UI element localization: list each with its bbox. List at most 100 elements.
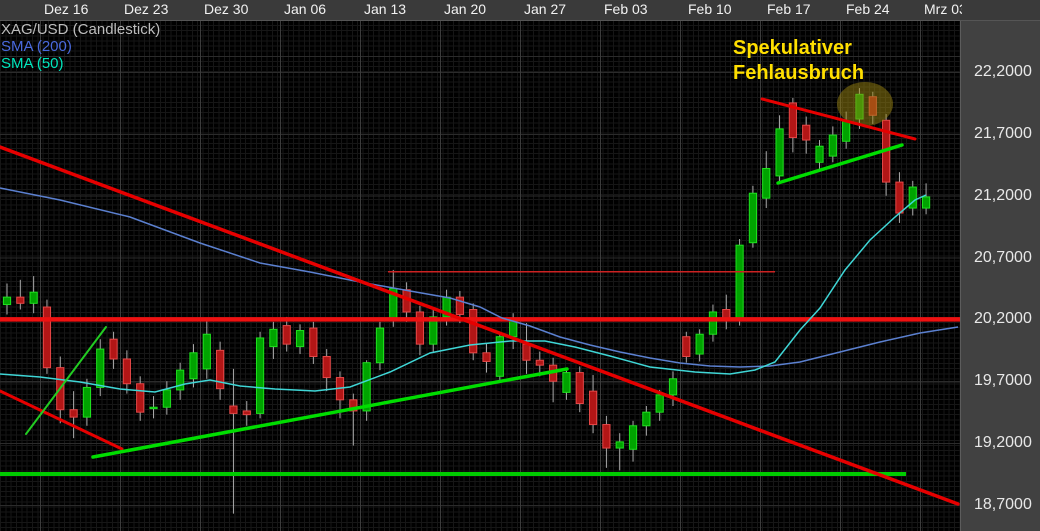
price-tick-label: 19,7000: [974, 372, 1032, 390]
candle-down: [229, 405, 238, 414]
candle-down: [895, 181, 904, 214]
candle-up: [775, 128, 784, 177]
candle-down: [682, 336, 691, 358]
legend-sma200: SMA (200): [1, 38, 72, 55]
candle-down: [322, 356, 331, 379]
candle-up: [189, 352, 198, 380]
candle-down: [415, 311, 425, 345]
date-tick-label: Jan 13: [364, 1, 407, 17]
sma-50-line: [0, 194, 927, 393]
candlestick-series: [2, 88, 931, 514]
candle-up: [495, 336, 504, 377]
date-tick-label: Mrz 03: [924, 1, 962, 17]
annotation-line2: Fehlausbruch: [733, 62, 865, 84]
candle-down: [802, 124, 811, 141]
candle-up: [655, 394, 664, 413]
candle-down: [535, 359, 544, 366]
date-axis[interactable]: Dez 16 Dez 23 Dez 30 Jan 06 Jan 13 Jan 20 Jan …: [0, 0, 1040, 21]
date-tick-label: Feb 17: [767, 1, 811, 17]
candle-up: [202, 333, 211, 370]
date-tick-label: Dez 30: [204, 1, 249, 17]
price-tick-label: 21,7000: [974, 124, 1032, 142]
candle-down: [16, 296, 25, 304]
candle-down: [42, 306, 52, 369]
candle-up: [642, 411, 651, 427]
candle-up: [908, 186, 917, 209]
candle-down: [549, 364, 558, 382]
date-axis-labels: Dez 16 Dez 23 Dez 30 Jan 06 Jan 13 Jan 20 Jan …: [0, 0, 962, 20]
candle-down: [335, 377, 345, 401]
candle-up: [2, 296, 12, 306]
candle-down: [56, 367, 65, 411]
candle-down: [482, 352, 491, 362]
candle-up: [668, 378, 678, 396]
trendline-steep-uptrend-left: [25, 326, 107, 435]
chart-canvas[interactable]: [0, 20, 960, 531]
sma-200-line: [0, 187, 959, 368]
candle-up: [149, 406, 158, 410]
candle-down: [349, 399, 358, 412]
candle-down: [522, 343, 531, 361]
candle-down: [309, 327, 318, 358]
candle-down: [136, 383, 145, 413]
trendline-wedge-resistance-top: [760, 97, 917, 141]
trendline-major-downtrend: [0, 145, 960, 506]
candle-down: [282, 325, 291, 345]
candle-up: [921, 196, 931, 209]
candle-up: [615, 441, 624, 449]
trendline-rising-support: [91, 367, 569, 459]
price-tick-label: 22,2000: [974, 63, 1032, 80]
price-tick-label: 20,2000: [974, 310, 1032, 328]
candle-up: [509, 320, 518, 338]
candle-down: [788, 102, 797, 139]
candle-up: [828, 134, 837, 157]
candle-down: [242, 410, 251, 416]
chart-legend: XAG/USD (Candlestick) SMA (200) SMA (50): [1, 21, 160, 72]
price-tick-label: 21,2000: [974, 186, 1032, 204]
false-breakout-highlight: [837, 82, 893, 126]
candle-down: [109, 338, 118, 360]
candle-down: [602, 424, 611, 449]
candle-down: [455, 296, 464, 315]
trendline-wedge-support-top: [776, 143, 904, 185]
candle-up: [429, 316, 438, 345]
price-axis[interactable]: 22,2000 21,7000 21,2000 20,7000 20,2000 19,70…: [960, 20, 1040, 531]
candle-up: [628, 425, 638, 450]
date-tick-label: Jan 06: [284, 1, 327, 17]
candle-up: [855, 93, 864, 120]
candle-up: [82, 386, 92, 418]
candle-up: [762, 167, 771, 199]
price-tick-label: 18,7000: [974, 495, 1032, 513]
annotation-line1: Spekulativer: [733, 37, 852, 59]
annotation-false-breakout: Spekulativer Fehlausbruch: [733, 36, 864, 86]
candle-up: [389, 287, 398, 319]
legend-symbol: XAG/USD (Candlestick): [1, 21, 161, 38]
candle-up: [735, 244, 744, 320]
candle-down: [575, 372, 584, 405]
candle-up: [375, 327, 385, 364]
date-tick-label: Jan 20: [444, 1, 487, 17]
price-tick-label: 19,2000: [974, 434, 1032, 452]
candle-up: [362, 362, 371, 412]
candle-up: [708, 311, 718, 335]
date-tick-label: Jan 27: [524, 1, 567, 17]
date-tick-label: Feb 24: [846, 1, 890, 17]
candle-down: [402, 289, 411, 313]
candle-up: [176, 369, 185, 391]
candle-up: [29, 291, 38, 304]
candle-down: [588, 390, 598, 426]
candle-down: [216, 349, 225, 390]
candle-up: [842, 120, 851, 142]
candle-down: [469, 309, 478, 354]
candle-up: [269, 328, 278, 348]
date-tick-label: Feb 10: [688, 1, 732, 17]
legend-sma50: SMA (50): [1, 55, 64, 72]
chart-drawing: [0, 82, 960, 514]
candle-down: [882, 119, 891, 183]
candle-down: [722, 309, 731, 320]
date-tick-label: Feb 03: [604, 1, 648, 17]
date-tick-label: Dez 23: [124, 1, 169, 17]
candle-down: [122, 358, 131, 385]
candle-up: [295, 330, 305, 348]
candle-up: [562, 372, 571, 393]
